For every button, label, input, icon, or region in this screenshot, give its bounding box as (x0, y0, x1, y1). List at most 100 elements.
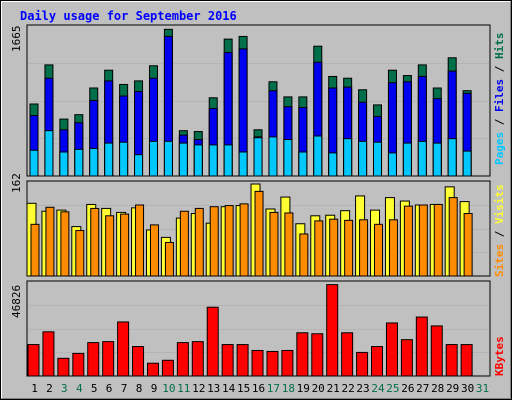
pages-bar (283, 139, 293, 177)
sites-bar (388, 219, 398, 277)
pages-bar (44, 130, 54, 177)
legend-entry-hits: Hits (493, 33, 506, 60)
day-label: 14 (222, 382, 236, 395)
pages-bar (148, 140, 158, 177)
day-label: 9 (151, 382, 158, 395)
sites-bar (269, 211, 279, 277)
kbytes-bar (296, 332, 309, 377)
sites-bar (284, 212, 294, 277)
pages-bar (29, 149, 39, 177)
kbytes-bar (371, 346, 384, 377)
legend-separator: / (493, 112, 506, 132)
sites-bar (463, 213, 473, 277)
kbytes-bar (42, 331, 55, 377)
day-label: 2 (46, 382, 53, 395)
pages-bar (298, 151, 308, 177)
kbytes-legend: KBytes (493, 336, 506, 376)
legend-entry-visits: Visits (493, 184, 506, 224)
sites-bar (90, 207, 100, 277)
pages-bar (59, 151, 69, 177)
chart-title: Daily usage for September 2016 (20, 9, 237, 23)
day-label: 3 (61, 382, 68, 395)
sites-bar (179, 210, 189, 277)
pages-bar (343, 138, 353, 177)
day-label: 11 (177, 382, 190, 395)
pages-bar (358, 140, 368, 177)
kbytes-bar (191, 341, 204, 377)
pages-bar (328, 152, 338, 177)
kbytes-bar (57, 357, 70, 377)
kbytes-bar (87, 342, 100, 377)
visits-legend: Sites / Visits (493, 184, 506, 277)
day-label: 4 (76, 382, 83, 395)
legend-entry-files: Files (493, 79, 506, 112)
sites-bar (75, 230, 85, 277)
pages-bar (178, 142, 188, 177)
kbytes-bar (356, 351, 369, 377)
hits-panel (26, 24, 491, 177)
pages-bar (253, 137, 263, 177)
legend-text: Sites / Visits (493, 184, 506, 277)
kbytes-bar (430, 325, 443, 377)
pages-bar (373, 141, 383, 177)
kbytes-bar (415, 316, 428, 377)
pages-bar (74, 148, 84, 177)
day-label: 12 (192, 382, 205, 395)
kbytes-bar (266, 350, 279, 377)
day-label: 25 (386, 382, 399, 395)
legend-separator: / (493, 224, 506, 244)
sites-bar (149, 224, 159, 277)
day-label: 15 (237, 382, 250, 395)
sites-bar (164, 241, 174, 277)
day-label: 27 (416, 382, 429, 395)
kbytes-bar (117, 321, 130, 377)
kbytes-bar (341, 332, 354, 377)
sites-bar (448, 197, 458, 277)
day-label: 22 (341, 382, 354, 395)
sites-bar (344, 219, 354, 277)
sites-bar (403, 205, 413, 277)
day-label: 1 (31, 382, 38, 395)
day-label: 21 (327, 382, 340, 395)
pages-bar (387, 152, 397, 177)
kbytes-bar (385, 322, 398, 377)
pages-bar (119, 141, 129, 177)
day-label: 6 (106, 382, 113, 395)
pages-bar (193, 144, 203, 177)
pages-bar (268, 136, 278, 177)
day-label: 7 (121, 382, 128, 395)
pages-bar (104, 142, 114, 177)
kbytes-bar (281, 349, 294, 377)
day-label: 23 (356, 382, 369, 395)
day-label: 19 (297, 382, 310, 395)
sites-bar (239, 203, 249, 277)
sites-bar (30, 223, 40, 277)
legend-entry-pages: Pages (493, 132, 506, 165)
day-label: 5 (91, 382, 98, 395)
day-label: 29 (446, 382, 459, 395)
kbytes-bar (132, 346, 145, 377)
day-label: 10 (162, 382, 175, 395)
pages-bar (462, 150, 472, 177)
pages-bar (223, 144, 233, 177)
sites-bar (329, 218, 339, 277)
kbytes-bar (27, 344, 40, 377)
day-label: 28 (431, 382, 444, 395)
pages-bar (89, 147, 99, 177)
kbytes-bar (146, 362, 159, 377)
pages-bar (163, 140, 173, 177)
day-label: 20 (312, 382, 325, 395)
day-label: 31 (476, 382, 489, 395)
visits-ymax-label: 162 (10, 173, 23, 193)
kbytes-bar (400, 339, 413, 377)
visits-panel (26, 180, 491, 277)
sites-bar (433, 203, 443, 277)
day-label: 16 (252, 382, 265, 395)
legend-entry-kbytes: KBytes (493, 336, 506, 376)
day-label: 30 (461, 382, 474, 395)
pages-bar (417, 140, 427, 177)
kbytes-bar (161, 359, 174, 377)
sites-bar (209, 206, 219, 277)
hits-legend: Pages / Files / Hits (493, 33, 506, 166)
